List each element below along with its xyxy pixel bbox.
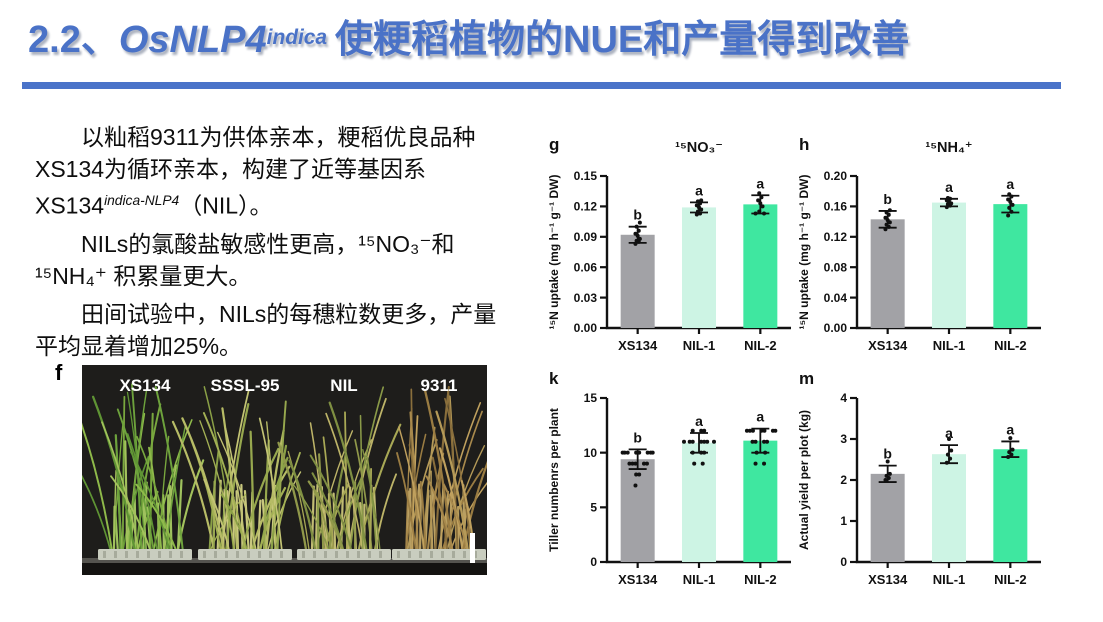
significance-letter: b [633, 207, 642, 223]
title-main-text: 使粳稻植物的NUE和产量得到改善 [335, 19, 910, 61]
photo-label-SSSL-95: SSSL-95 [211, 376, 280, 395]
y-tick-label: 0.12 [824, 230, 848, 244]
bar-XS134 [620, 459, 655, 562]
y-tick-label: 0.03 [574, 291, 598, 305]
paragraph-nil-construction: 以籼稻9311为供体亲本，粳稻优良品种XS134为循环亲本，构建了近等基因系XS… [35, 121, 503, 222]
y-tick-label: 1 [840, 514, 847, 528]
rice-plants-photo: XS134 SSSL-95 NIL 9311 [82, 365, 487, 575]
y-tick-label: 2 [840, 473, 847, 487]
panel-letter-h: h [799, 135, 809, 154]
significance-letter: b [883, 191, 892, 207]
significance-letter: a [756, 409, 764, 425]
panel-f-label: f [55, 360, 63, 385]
bar-NIL-2 [743, 204, 778, 328]
y-tick-label: 15 [584, 391, 598, 405]
bar-NIL-1 [932, 202, 966, 328]
photo-label-9311: 9311 [421, 376, 458, 395]
significance-letter: a [1006, 176, 1014, 192]
bar-NIL-1 [682, 442, 716, 562]
y-tick-label: 0.00 [574, 321, 598, 335]
chart-title: ¹⁵NH₄⁺ [925, 140, 972, 156]
significance-letter: b [883, 446, 892, 462]
y-tick-label: 4 [840, 391, 847, 405]
plant-tray [198, 549, 292, 560]
page-title: 2.2、OsNLP4indica 使粳稻植物的NUE和产量得到改善 [28, 8, 909, 63]
y-tick-label: 0.15 [574, 169, 598, 183]
x-tick-label: XS134 [868, 338, 908, 353]
title-underline-bar [22, 82, 1061, 89]
y-tick-label: 0.00 [824, 321, 848, 335]
bar-XS134 [870, 219, 905, 328]
y-tick-label: 0.06 [574, 260, 598, 274]
plant-tray [392, 549, 486, 560]
paragraph-yield: 田间试验中，NILs的每穗粒数更多，产量平均显着增加25%。 [35, 300, 497, 359]
y-axis-label: ¹⁵N uptake (mg h⁻¹ g⁻¹ DW) [797, 175, 811, 330]
scale-bar [470, 533, 475, 563]
x-tick-label: XS134 [618, 572, 658, 587]
title-gene-name: OsNLP4 [118, 19, 267, 61]
title-section-number: 2.2、 [28, 19, 119, 61]
y-tick-label: 0.09 [574, 230, 598, 244]
y-tick-label: 0.08 [824, 260, 848, 274]
y-tick-label: 0.12 [574, 200, 598, 214]
x-tick-label: XS134 [618, 338, 658, 353]
x-tick-label: NIL-2 [994, 572, 1027, 587]
panel-letter-k: k [549, 369, 559, 388]
panel-letter-g: g [549, 135, 559, 154]
significance-letter: a [1006, 421, 1014, 437]
significance-letter: a [695, 182, 703, 198]
x-tick-label: NIL-1 [933, 572, 966, 587]
bar-NIL-1 [682, 207, 716, 328]
y-tick-label: 0 [840, 555, 847, 569]
y-tick-label: 10 [584, 446, 598, 460]
paragraph-1-tail: （NIL）。 [179, 192, 273, 219]
x-tick-label: NIL-2 [744, 572, 777, 587]
y-tick-label: 0.04 [824, 291, 848, 305]
x-tick-label: NIL-1 [933, 338, 966, 353]
x-tick-label: XS134 [868, 572, 908, 587]
chart-nh4-uptake: h ¹⁵NH₄⁺ 0.00 0.04 0.08 0.12 0.16 0.20 b XS134 a NI… [797, 135, 1041, 353]
chart-no3-uptake: g ¹⁵NO₃⁻ 0.00 0.03 0.06 0.09 0.12 0.15 b XS134 a NI… [547, 135, 791, 353]
x-tick-label: NIL-2 [744, 338, 777, 353]
y-tick-label: 5 [590, 501, 597, 515]
plant-tray [297, 549, 391, 560]
y-axis-label: Tiller numbenrs per plant [547, 408, 561, 552]
bar-NIL-1 [932, 454, 966, 562]
y-tick-label: 0.16 [824, 200, 848, 214]
body-text-block: 以籼稻9311为供体亲本，粳稻优良品种XS134为循环亲本，构建了近等基因系XS… [35, 121, 503, 368]
paragraph-1-superscript: indica-NLP4 [104, 193, 180, 208]
x-tick-label: NIL-2 [994, 338, 1027, 353]
y-tick-label: 0.20 [824, 169, 848, 183]
paragraph-uptake: NILs的氯酸盐敏感性更高，¹⁵NO₃⁻和¹⁵NH₄⁺ 积累量更大。 [35, 230, 455, 289]
significance-letter: a [945, 425, 953, 441]
chart-title: ¹⁵NO₃⁻ [675, 140, 723, 156]
significance-letter: a [756, 175, 764, 191]
x-tick-label: NIL-1 [683, 338, 716, 353]
photo-label-XS134: XS134 [119, 376, 171, 395]
significance-letter: b [633, 429, 642, 445]
y-axis-label: Actual yield per plot (kg) [797, 410, 811, 550]
bar-NIL-2 [743, 440, 778, 562]
significance-letter: a [695, 413, 703, 429]
significance-letter: a [945, 179, 953, 195]
y-tick-label: 0 [590, 555, 597, 569]
panel-letter-m: m [799, 369, 814, 388]
paragraph-1-text: 以籼稻9311为供体亲本，粳稻优良品种XS134为循环亲本，构建了近等基因系XS… [35, 124, 476, 219]
x-tick-label: NIL-1 [683, 572, 716, 587]
plant-tray [98, 549, 192, 560]
y-axis-label: ¹⁵N uptake (mg h⁻¹ g⁻¹ DW) [547, 175, 561, 330]
chart-actual-yield: m 0 1 2 3 4 b XS134 a NIL-1 a NIL-2 Actual yield per… [797, 369, 1041, 587]
photo-label-NIL: NIL [330, 376, 357, 395]
y-tick-label: 3 [840, 432, 847, 446]
bar-NIL-2 [993, 449, 1028, 562]
title-gene-superscript: indica [266, 26, 328, 49]
bar-XS134 [620, 234, 655, 328]
bar-XS134 [870, 473, 905, 562]
chart-tiller-number: k 0 5 10 15 b XS134 a NIL-1 a NIL-2 Tiller numbenrs… [547, 369, 791, 587]
bar-NIL-2 [993, 204, 1028, 328]
